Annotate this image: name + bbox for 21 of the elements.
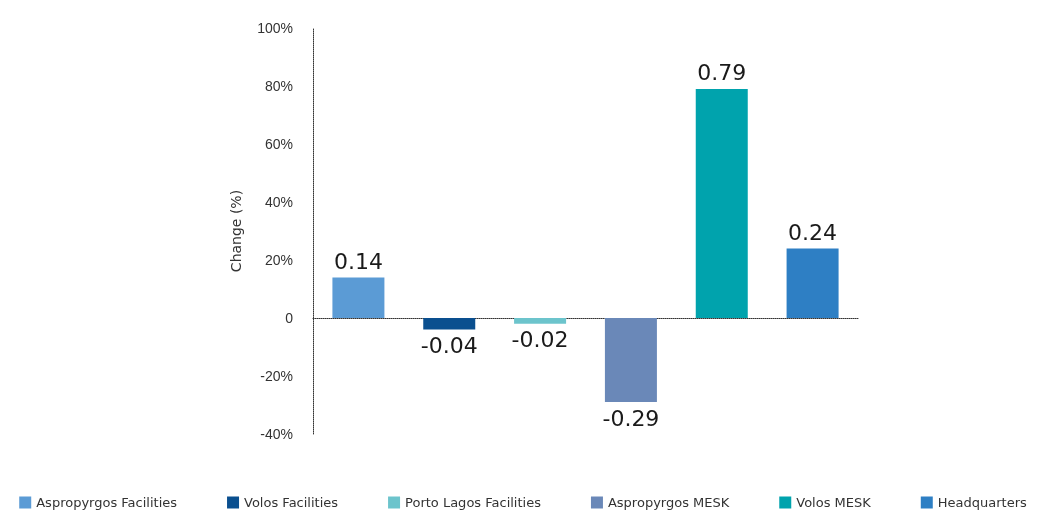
y-tick-label: 80% (264, 78, 293, 94)
data-label: -0.04 (420, 333, 478, 359)
legend-label: Aspropyrgos MESK (607, 495, 730, 510)
data-label: 0.24 (788, 219, 838, 245)
y-axis-title: Change (%) (228, 189, 244, 273)
y-tick-label: 60% (264, 136, 293, 152)
legend-label: Aspropyrgos Facilities (36, 495, 178, 510)
legend-label: Volos MESK (796, 495, 872, 510)
legend-label: Porto Lagos Facilities (405, 495, 542, 510)
y-tick-label: -20% (260, 368, 293, 384)
data-label: 0.14 (333, 248, 383, 274)
y-tick-label: 20% (264, 252, 293, 268)
y-tick-label: 0 (285, 310, 294, 326)
data-label: -0.29 (602, 405, 660, 431)
legend-label: Volos Facilities (244, 495, 339, 510)
data-label: 0.79 (697, 60, 747, 86)
y-tick-label: -40% (260, 426, 293, 442)
data-label: -0.02 (511, 327, 569, 353)
legend-label: Headquarters (937, 495, 1028, 510)
y-tick-label: 40% (264, 194, 293, 210)
y-tick-label: 100% (257, 20, 293, 36)
